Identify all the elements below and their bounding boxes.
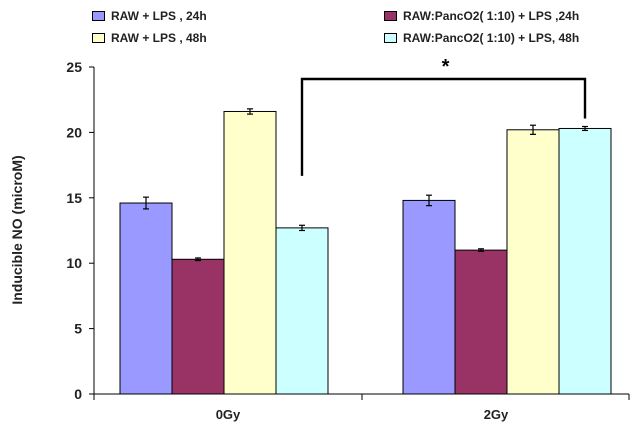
- bar: [223, 110, 277, 395]
- bar: [454, 249, 508, 395]
- x-tick-label: 0Gy: [216, 407, 241, 422]
- legend-item-raw-lps-48h: RAW + LPS , 48h: [92, 31, 207, 45]
- legend-label: RAW + LPS , 24h: [111, 9, 207, 23]
- legend-item-raw-lps-24h: RAW + LPS , 24h: [92, 9, 207, 23]
- y-tick-label: 20: [66, 124, 82, 140]
- significance-star: *: [442, 56, 450, 78]
- legend-label: RAW:PancO2( 1:10) + LPS ,24h: [403, 9, 580, 23]
- legend-label: RAW + LPS , 48h: [111, 31, 207, 45]
- y-tick-label: 10: [66, 255, 82, 271]
- bar: [506, 129, 560, 395]
- significance-bracket: [300, 77, 587, 176]
- legend-label: RAW:PancO2( 1:10) + LPS, 48h: [403, 31, 580, 45]
- bar: [119, 202, 173, 395]
- bar: [558, 127, 612, 395]
- bar: [275, 227, 329, 395]
- bar: [402, 199, 456, 395]
- y-axis-label: Inducible NO (microM): [9, 155, 25, 304]
- legend-item-raw-panco2-24h: RAW:PancO2( 1:10) + LPS ,24h: [384, 9, 579, 23]
- y-tick-label: 25: [66, 59, 82, 75]
- x-tick-label: 2Gy: [484, 407, 509, 422]
- y-tick-label: 5: [74, 321, 82, 337]
- legend-swatch: [92, 11, 105, 21]
- legend-swatch: [92, 33, 105, 43]
- legend-swatch: [384, 33, 397, 43]
- y-tick-label: 15: [66, 190, 82, 206]
- axes-group: 0 5 10 15 20 25 0Gy 2Gy *: [66, 56, 630, 422]
- bar: [171, 258, 225, 395]
- legend-item-raw-panco2-48h: RAW:PancO2( 1:10) + LPS, 48h: [384, 31, 579, 45]
- bars-group: [119, 108, 612, 395]
- y-tick-label: 0: [74, 386, 82, 402]
- legend-swatch: [384, 11, 397, 21]
